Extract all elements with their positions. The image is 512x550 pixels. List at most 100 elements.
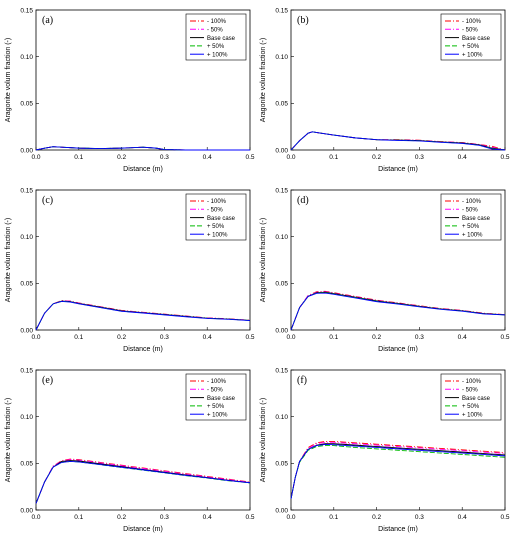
x-tick-label: 0.2 [117, 154, 126, 161]
panel-label: (d) [297, 195, 309, 206]
legend-entry: - 100% [462, 199, 482, 205]
x-tick-label: 0.4 [458, 334, 467, 341]
y-tick-label: 0.00 [20, 147, 33, 154]
x-tick-label: 0.1 [74, 154, 83, 161]
x-tick-label: 0.3 [160, 514, 169, 521]
panel-label: (a) [42, 15, 53, 26]
series-line [290, 440, 506, 499]
panel-label: (b) [297, 15, 309, 26]
x-tick-label: 0.1 [329, 514, 338, 521]
legend-entry: + 100% [207, 52, 228, 58]
x-tick-label: 0.4 [203, 334, 212, 341]
series-line [35, 459, 251, 504]
series-line [290, 292, 506, 331]
x-tick-label: 0.0 [286, 154, 295, 161]
legend-entry: Base case [207, 396, 236, 402]
y-tick-label: 0.00 [20, 507, 33, 514]
y-tick-label: 0.05 [20, 281, 33, 288]
series-line [290, 131, 506, 151]
y-tick-label: 0.00 [275, 327, 288, 334]
legend-entry: + 50% [462, 224, 480, 230]
x-tick-label: 0.3 [415, 154, 424, 161]
y-tick-label: 0.15 [275, 187, 288, 194]
x-tick-label: 0.0 [286, 334, 295, 341]
x-tick-label: 0.3 [415, 334, 424, 341]
series-line [35, 300, 251, 331]
series-line [290, 291, 506, 331]
x-tick-label: 0.3 [160, 154, 169, 161]
y-tick-label: 0.10 [20, 54, 33, 61]
y-tick-label: 0.05 [275, 461, 288, 468]
y-tick-label: 0.15 [20, 187, 33, 194]
x-axis-label: Distance (m) [123, 526, 163, 533]
chart-panel: 0.0 0.1 0.2 0.3 0.4 0.5 0.00 0.05 0.10 0.15 Distan… [260, 367, 510, 533]
legend-entry: - 50% [462, 388, 478, 394]
series-line [35, 458, 251, 504]
plot-frame [35, 189, 251, 331]
y-tick-label: 0.05 [275, 101, 288, 108]
chart-panel: 0.0 0.1 0.2 0.3 0.4 0.5 0.00 0.05 0.10 0.15 Distan… [5, 187, 255, 353]
x-tick-label: 0.1 [74, 334, 83, 341]
series-line [35, 460, 251, 504]
legend-entry: Base case [462, 216, 491, 222]
x-tick-label: 0.2 [372, 334, 381, 341]
legend-entry: - 50% [207, 388, 223, 394]
y-tick-label: 0.00 [20, 327, 33, 334]
legend-entry: - 100% [462, 379, 482, 385]
legend-box [185, 13, 247, 61]
series-line [35, 300, 251, 331]
x-tick-label: 0.0 [31, 154, 40, 161]
y-axis-label: Aragonite volum fraction (-) [260, 38, 267, 122]
legend-box [185, 373, 247, 421]
legend-entry: + 100% [207, 232, 228, 238]
legend-entry: - 50% [462, 28, 478, 34]
y-axis-label: Aragonite volum fraction (-) [5, 38, 12, 122]
chart-panel: 0.0 0.1 0.2 0.3 0.4 0.5 0.00 0.05 0.10 0.15 Distan… [5, 7, 255, 173]
series-line [290, 292, 506, 331]
x-tick-label: 0.5 [500, 334, 509, 341]
x-tick-label: 0.5 [500, 514, 509, 521]
series-line [290, 291, 506, 331]
chart-panel: 0.0 0.1 0.2 0.3 0.4 0.5 0.00 0.05 0.10 0.15 Distan… [260, 7, 510, 173]
x-tick-label: 0.3 [415, 514, 424, 521]
legend-entry: - 100% [207, 379, 227, 385]
legend-box [440, 373, 502, 421]
series-line [290, 441, 506, 499]
plot-frame [290, 189, 506, 331]
legend-entry: - 50% [462, 208, 478, 214]
legend-entry: Base case [207, 36, 236, 42]
x-tick-label: 0.2 [117, 514, 126, 521]
x-tick-label: 0.0 [31, 514, 40, 521]
legend-entry: - 50% [207, 28, 223, 34]
legend-box [440, 193, 502, 241]
y-tick-label: 0.10 [275, 234, 288, 241]
y-axis-label: Aragonite volum fraction (-) [5, 218, 12, 302]
y-tick-label: 0.15 [20, 367, 33, 374]
series-line [290, 290, 506, 331]
x-tick-label: 0.4 [458, 514, 467, 521]
x-tick-label: 0.1 [329, 154, 338, 161]
legend-entry: - 100% [207, 19, 227, 25]
legend-entry: + 50% [462, 44, 480, 50]
y-tick-label: 0.10 [275, 54, 288, 61]
x-tick-label: 0.1 [74, 514, 83, 521]
x-tick-label: 0.4 [203, 514, 212, 521]
x-axis-label: Distance (m) [378, 346, 418, 353]
x-tick-label: 0.0 [31, 334, 40, 341]
x-axis-label: Distance (m) [378, 166, 418, 173]
series-line [35, 300, 251, 331]
x-tick-label: 0.2 [117, 334, 126, 341]
plot-frame [35, 369, 251, 511]
y-tick-label: 0.15 [20, 7, 33, 14]
y-tick-label: 0.00 [275, 507, 288, 514]
legend-entry: - 50% [207, 208, 223, 214]
x-tick-label: 0.5 [245, 154, 254, 161]
y-axis-label: Aragonite volum fraction (-) [5, 398, 12, 482]
legend-entry: + 50% [207, 404, 225, 410]
series-line [35, 461, 251, 504]
y-tick-label: 0.10 [20, 234, 33, 241]
y-axis-label: Aragonite volum fraction (-) [260, 218, 267, 302]
x-tick-label: 0.5 [245, 334, 254, 341]
x-axis-label: Distance (m) [378, 526, 418, 533]
chart-panel: 0.0 0.1 0.2 0.3 0.4 0.5 0.00 0.05 0.10 0.15 Distan… [260, 187, 510, 353]
